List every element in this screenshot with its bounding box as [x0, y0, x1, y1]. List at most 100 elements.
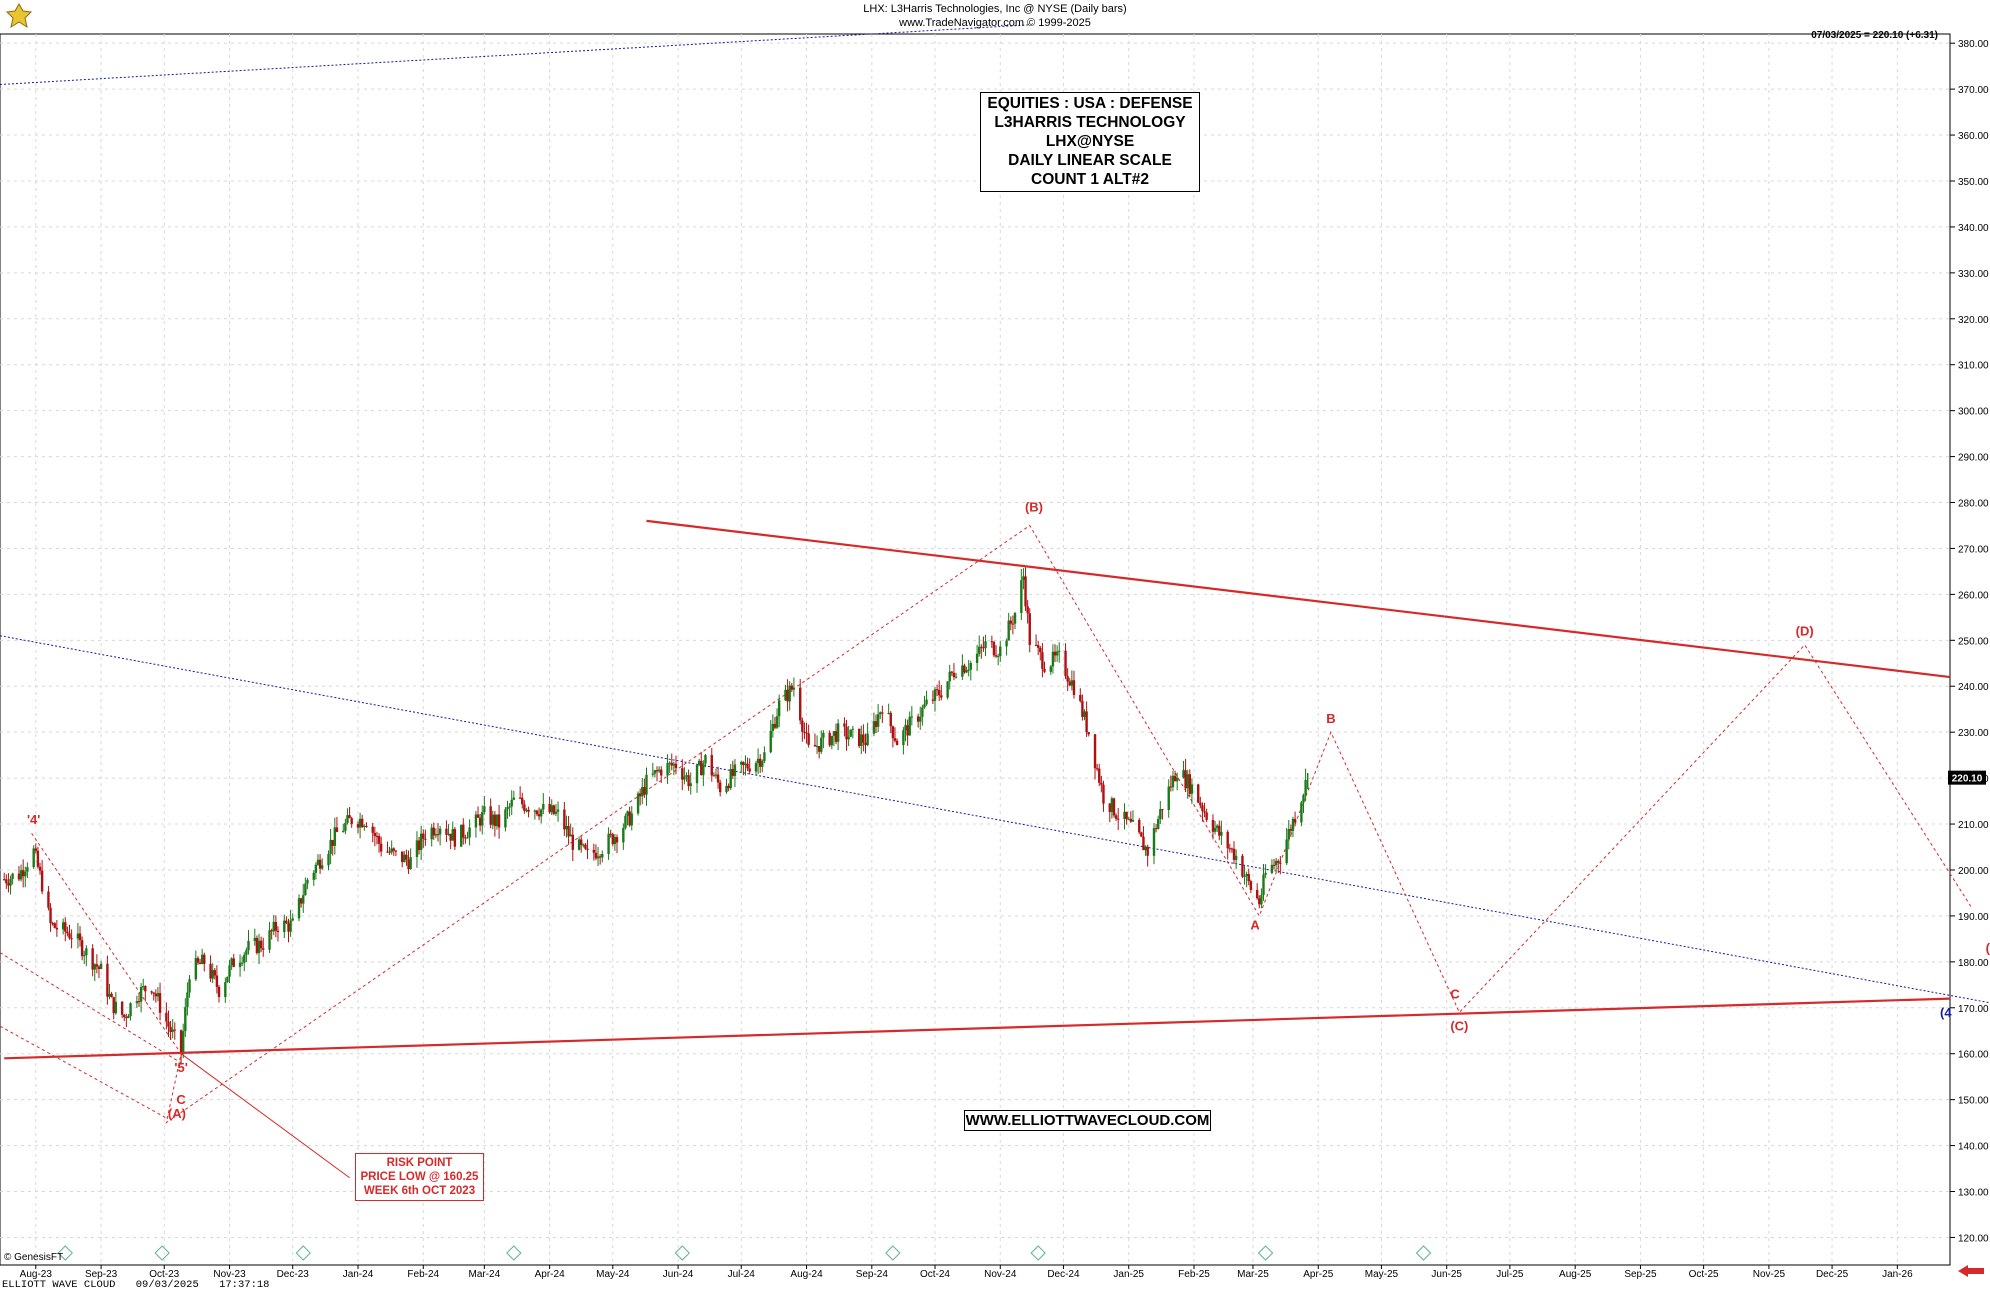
y-tick-label: 190.00 — [1958, 912, 1989, 923]
candle-body — [1152, 828, 1156, 856]
candle-body — [582, 844, 585, 846]
candle-body — [876, 714, 880, 727]
candle-body — [786, 689, 789, 702]
candle-body — [1043, 668, 1046, 672]
candle-body — [904, 725, 907, 731]
candle-body — [1184, 770, 1187, 789]
candle-body — [350, 818, 353, 825]
candle-body — [954, 676, 958, 678]
y-tick-label: 350.00 — [1958, 177, 1989, 188]
candle-body — [527, 809, 530, 812]
candle-body — [1161, 809, 1164, 811]
candle-body — [285, 920, 288, 924]
candle-body — [982, 647, 985, 649]
candle-body — [938, 689, 941, 696]
candle-body — [862, 734, 865, 743]
risk-line-week: WEEK 6th OCT 2023 — [363, 1185, 476, 1197]
candle-body — [1245, 873, 1248, 877]
candle-body — [184, 1007, 187, 1032]
candle-body — [622, 827, 625, 843]
candle-body — [493, 814, 497, 827]
candle-body — [769, 730, 772, 753]
candle-body — [255, 937, 259, 954]
candle-body — [108, 993, 111, 997]
candle-body — [504, 809, 507, 828]
candle-body — [318, 859, 322, 869]
candle-body — [729, 768, 732, 789]
candle-body — [365, 825, 368, 827]
wave-label: '4' — [27, 812, 40, 827]
candle-body — [1291, 818, 1295, 831]
candle-body — [592, 849, 596, 853]
candle-body — [879, 712, 882, 715]
candle-body — [196, 958, 200, 963]
candle-body — [598, 856, 602, 858]
diamond-marker-icon — [1030, 1245, 1046, 1261]
footer-brand: ELLIOTT WAVE CLOUD — [2, 1279, 116, 1291]
candle-body — [304, 883, 307, 896]
x-tick-label: Jul-25 — [1496, 1269, 1524, 1280]
candle-body — [771, 723, 775, 731]
candle-body — [683, 776, 686, 780]
candle-body — [135, 1001, 139, 1004]
candle-body — [24, 871, 27, 877]
wave-label-blue: (4 — [1940, 1005, 1952, 1020]
candle-body — [891, 726, 895, 739]
candle-body — [379, 843, 383, 852]
candle-body — [1009, 620, 1012, 624]
candle-body — [478, 817, 482, 826]
candle-body — [1036, 645, 1040, 648]
candle-body — [777, 700, 781, 717]
candle-body — [1230, 848, 1234, 850]
candle-body — [1260, 894, 1263, 905]
y-tick-label: 370.00 — [1958, 85, 1989, 96]
diamond-marker-icon — [1257, 1245, 1274, 1261]
diamond-marker-icon — [1415, 1245, 1432, 1261]
wave-label: '5' — [174, 1060, 187, 1075]
candle-body — [70, 938, 73, 940]
candle-body — [78, 933, 82, 941]
candle-body — [243, 954, 246, 963]
candle-body — [906, 725, 909, 736]
candle-body — [19, 870, 23, 880]
candle-body — [992, 642, 996, 656]
candle-body — [434, 834, 438, 836]
candle-body — [660, 769, 663, 776]
candle-body — [1215, 825, 1219, 828]
chart-header-copyright: www.TradeNavigator.com © 1999-2025 — [899, 17, 1091, 29]
candle-body — [674, 763, 678, 769]
candle-body — [657, 769, 661, 772]
candle-body — [451, 829, 454, 841]
wave-label: (B) — [1025, 500, 1043, 515]
candle-body — [257, 940, 261, 954]
candle-body — [571, 834, 574, 850]
candle-body — [289, 920, 292, 932]
candle-body — [299, 898, 303, 904]
candle-body — [1175, 777, 1179, 782]
candle-body — [1302, 795, 1305, 803]
candle-body — [403, 854, 406, 863]
candle-body — [695, 764, 699, 784]
candle-body — [424, 838, 427, 840]
candle-body — [740, 761, 743, 765]
candle-body — [1182, 770, 1185, 778]
candle-body — [1053, 651, 1057, 656]
candle-body — [1114, 815, 1118, 819]
candle-body — [718, 782, 722, 793]
x-tick-label: Dec-25 — [1816, 1269, 1849, 1280]
candle-body — [68, 933, 71, 939]
x-tick-label: Aug-24 — [790, 1269, 823, 1280]
candle-body — [194, 958, 198, 980]
x-tick-label: Dec-24 — [1047, 1269, 1080, 1280]
candle-body — [1131, 820, 1135, 822]
candle-body — [523, 804, 526, 811]
candle-body — [931, 699, 935, 701]
candle-body — [474, 814, 478, 828]
candle-body — [817, 746, 821, 752]
candle-body — [847, 736, 850, 740]
candle-body — [34, 848, 37, 851]
candle-body — [497, 814, 501, 828]
candle-body — [935, 689, 939, 691]
candle-body — [594, 852, 598, 859]
candle-body — [1066, 676, 1069, 682]
